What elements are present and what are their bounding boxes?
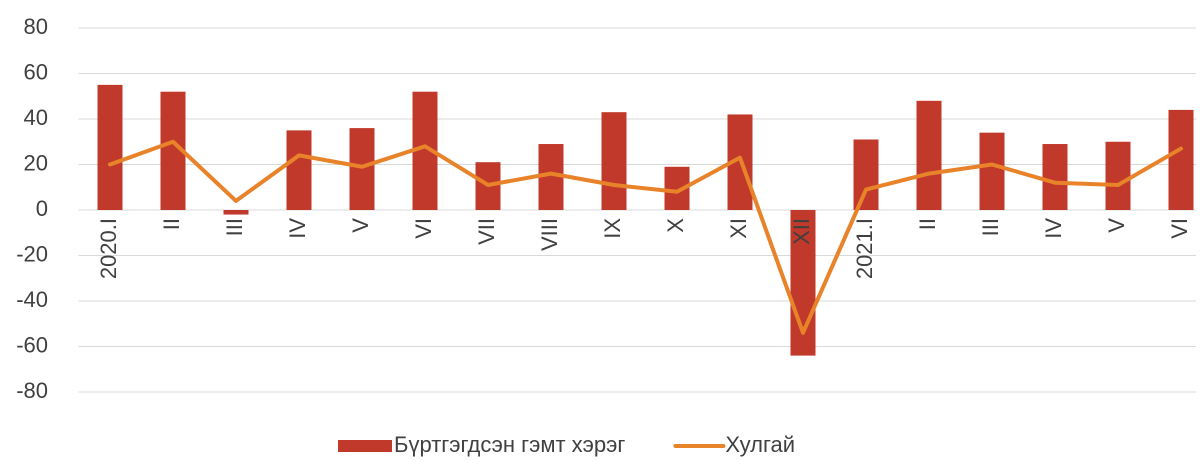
- x-tick-label: V: [1104, 218, 1129, 233]
- x-tick-label: IV: [285, 218, 310, 239]
- x-tick-label: IX: [600, 218, 625, 239]
- legend-label: Хулгай: [725, 432, 795, 457]
- x-tick-label: II: [915, 218, 940, 230]
- bar: [1168, 109, 1194, 210]
- y-tick-label: -40: [16, 287, 48, 312]
- y-tick-label: 40: [24, 105, 48, 130]
- y-tick-label: 60: [24, 59, 48, 84]
- bar: [1105, 141, 1131, 210]
- x-tick-label: 2020.I: [96, 218, 121, 279]
- y-tick-label: -20: [16, 241, 48, 266]
- x-tick-label: 2021.I: [852, 218, 877, 279]
- x-tick-label: XI: [726, 218, 751, 239]
- y-tick-label: 20: [24, 150, 48, 175]
- legend-label: Бүртгэгдсэн гэмт хэрэг: [394, 432, 625, 457]
- bar: [853, 139, 879, 210]
- x-tick-label: V: [348, 218, 373, 233]
- line: [108, 139, 1183, 335]
- bar: [97, 84, 123, 210]
- x-tick-label: VI: [411, 218, 436, 239]
- x-tick-label: III: [978, 218, 1003, 236]
- bar: [601, 112, 627, 210]
- y-tick-label: -60: [16, 332, 48, 357]
- y-tick-label: -80: [16, 378, 48, 403]
- bar: [223, 210, 249, 215]
- legend-swatch: [338, 440, 392, 452]
- x-tick-label: VI: [1167, 218, 1192, 239]
- bar: [349, 128, 375, 210]
- x-tick-label: VIII: [537, 218, 562, 251]
- x-tick-label: VII: [474, 218, 499, 245]
- y-tick-label: 80: [24, 14, 48, 39]
- x-tick-label: XII: [789, 218, 814, 245]
- x-tick-label: II: [159, 218, 184, 230]
- bar: [979, 132, 1005, 210]
- bar: [916, 100, 942, 210]
- y-tick-label: 0: [36, 196, 48, 221]
- bar: [1042, 144, 1068, 210]
- bar: [286, 130, 312, 210]
- x-tick-label: IV: [1041, 218, 1066, 239]
- x-tick-label: III: [222, 218, 247, 236]
- x-tick-label: X: [663, 218, 688, 233]
